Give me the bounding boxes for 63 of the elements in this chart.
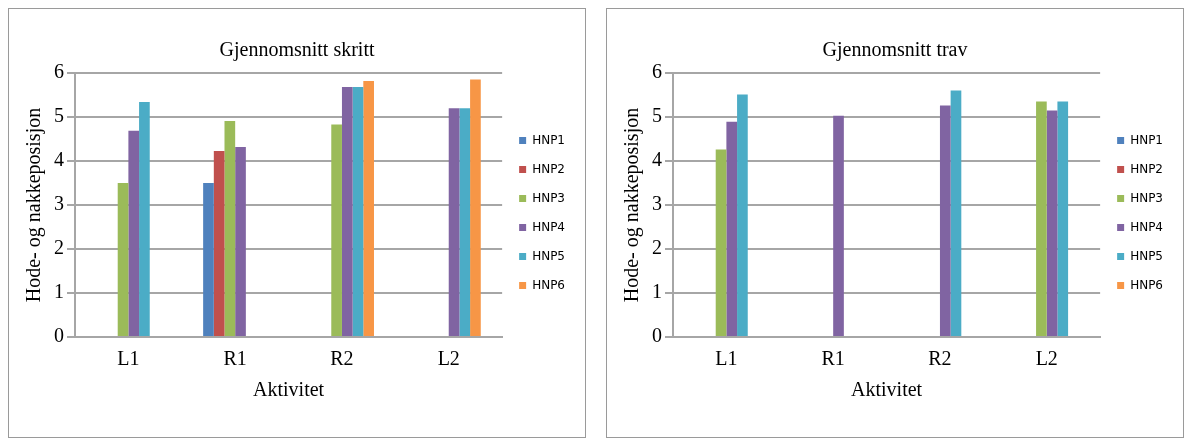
bar — [726, 121, 738, 336]
x-tick-label: L2 — [1035, 347, 1058, 370]
y-tick-label: 6 — [54, 60, 64, 83]
bar — [1046, 110, 1058, 336]
chart-title: Gjennomsnitt skritt — [219, 38, 375, 62]
legend-label: HNP4 — [532, 219, 565, 234]
legend-label: HNP2 — [1130, 161, 1163, 176]
legend-label: HNP4 — [1130, 219, 1163, 234]
x-tick-label: R1 — [223, 347, 247, 370]
x-axis-title: Aktivitet — [851, 378, 923, 401]
chart-title: Gjennomsnitt trav — [822, 38, 968, 62]
y-tick-label: 3 — [652, 192, 662, 215]
y-tick-label: 1 — [54, 280, 64, 303]
y-tick-label: 4 — [54, 148, 64, 171]
y-tick-label: 2 — [54, 236, 64, 259]
x-tick-label: L1 — [715, 347, 738, 370]
bar — [939, 105, 951, 336]
legend-label: HNP1 — [1130, 132, 1163, 147]
x-tick-label: R2 — [928, 347, 952, 370]
bar — [459, 108, 471, 336]
bar — [1057, 101, 1069, 336]
bar — [737, 94, 748, 336]
bar — [224, 120, 236, 336]
y-tick-label: 4 — [652, 148, 662, 171]
legend-label: HNP6 — [532, 277, 565, 292]
bar — [715, 149, 727, 336]
legend-label: HNP6 — [1130, 277, 1163, 292]
x-tick-label: L1 — [117, 347, 140, 370]
bar — [128, 130, 140, 336]
bar — [470, 79, 481, 336]
legend-label: HNP3 — [532, 190, 565, 205]
x-axis-title: Aktivitet — [253, 378, 325, 401]
legend-label: HNP5 — [1130, 248, 1163, 263]
y-tick-label: 5 — [652, 104, 662, 127]
bar — [235, 146, 246, 336]
bar — [117, 183, 129, 336]
legend-label: HNP2 — [532, 161, 565, 176]
y-tick-label: 6 — [652, 60, 662, 83]
bar — [139, 102, 150, 336]
bar — [341, 87, 353, 336]
x-tick-label: L2 — [437, 347, 460, 370]
bar — [213, 150, 225, 336]
bar — [950, 90, 962, 336]
y-tick-label: 0 — [54, 324, 64, 347]
legend-label: HNP5 — [532, 248, 565, 263]
x-tick-label: R1 — [821, 347, 845, 370]
bar — [352, 87, 364, 336]
y-axis-title: Hode- og nakkeposisjon — [22, 107, 46, 303]
x-tick-label: R2 — [330, 347, 354, 370]
y-tick-label: 5 — [54, 104, 64, 127]
bar — [203, 183, 214, 336]
y-axis-title: Hode- og nakkeposisjon — [620, 107, 644, 303]
y-tick-label: 0 — [652, 324, 662, 347]
bar — [833, 115, 844, 336]
y-tick-label: 3 — [54, 192, 64, 215]
y-tick-label: 1 — [652, 280, 662, 303]
bar — [1036, 101, 1047, 336]
y-tick-label: 2 — [652, 236, 662, 259]
bar — [331, 124, 342, 336]
bar — [448, 108, 460, 336]
legend-label: HNP3 — [1130, 190, 1163, 205]
legend-label: HNP1 — [532, 132, 565, 147]
bar — [363, 80, 374, 336]
